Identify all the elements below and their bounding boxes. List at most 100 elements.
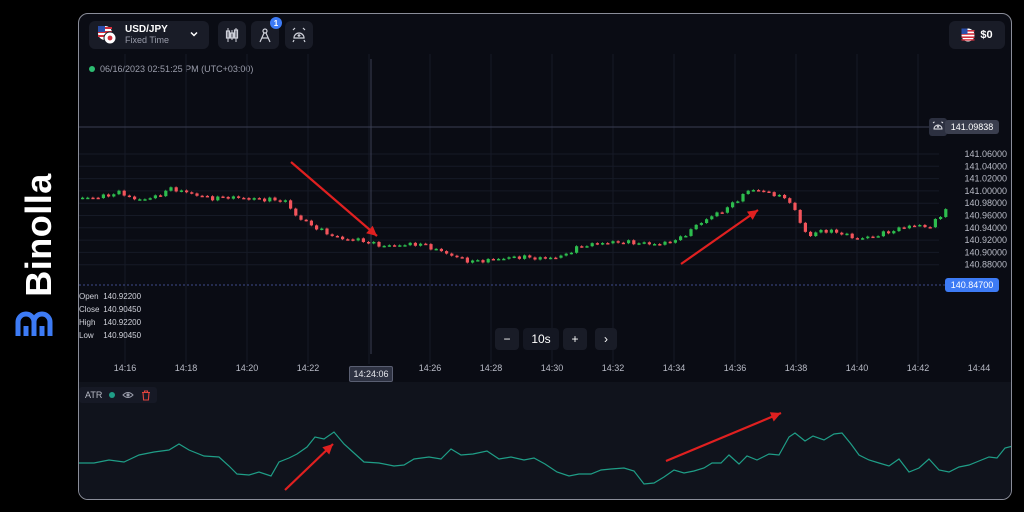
zoom-in-button[interactable]: + (563, 328, 587, 350)
atr-chart (79, 411, 1011, 491)
candle-body (809, 231, 813, 237)
candle-body (554, 257, 558, 260)
candle-body (933, 219, 937, 228)
trash-icon[interactable] (141, 389, 151, 401)
candle-body (923, 224, 927, 228)
ohlc-high: High 140.92200 (79, 318, 142, 327)
candle-body (127, 195, 131, 198)
time-tick-label: 14:26 (419, 363, 442, 373)
price-chart[interactable]: 141.06000 141.04000 141.02000 141.00000 140.… (79, 14, 1012, 500)
candle-body (153, 195, 157, 199)
candle-body (715, 212, 719, 217)
candle-body (315, 225, 319, 230)
price-tick-label: 140.92000 (964, 235, 1007, 245)
candle-body (533, 257, 537, 260)
candle-body (117, 190, 121, 195)
candle-body (699, 223, 703, 225)
asset-mode: Fixed Time (125, 35, 170, 45)
candle-body (528, 255, 532, 258)
candle-body (372, 241, 376, 244)
asset-selector[interactable]: USD/JPY Fixed Time (89, 21, 209, 49)
price-tick-label: 140.88000 (964, 260, 1007, 270)
candle-body (772, 192, 776, 197)
candle-body (382, 245, 386, 248)
timeframe-controls: − 10s + › (495, 328, 617, 350)
candle-body (731, 202, 735, 208)
candle-body (632, 240, 636, 245)
candle-body (413, 242, 417, 246)
atr-line (79, 431, 1011, 485)
asset-name: USD/JPY (125, 24, 168, 35)
candle-body (179, 190, 183, 192)
candle-body (133, 196, 137, 200)
candle-body (185, 190, 189, 193)
indicators-button[interactable]: 1 (251, 17, 282, 49)
candle-body (471, 260, 475, 263)
price-tick-label: 141.02000 (964, 174, 1007, 184)
alert-price-label: 141.09838 (945, 120, 999, 134)
candle-body (434, 248, 438, 251)
time-tick-label: 14:30 (541, 363, 564, 373)
candle-body (803, 222, 807, 232)
candle-body (590, 243, 594, 247)
chart-type-button[interactable] (218, 21, 246, 49)
candle-body (928, 227, 932, 229)
ohlc-low: Low 140.90450 (79, 331, 142, 340)
candle-body (694, 224, 698, 230)
candle-body (320, 228, 324, 231)
indicators-count-badge: 1 (270, 17, 282, 29)
add-alert-button[interactable] (929, 118, 947, 136)
candle-body (263, 198, 267, 202)
candle-body (476, 260, 480, 262)
candle-body (601, 243, 605, 245)
candle-body (751, 190, 755, 192)
candle-body (523, 255, 527, 259)
candle-body (720, 212, 724, 214)
candle-body (221, 196, 225, 199)
zoom-out-button[interactable]: − (495, 328, 519, 350)
candle-body (871, 236, 875, 239)
candle-body (881, 231, 885, 237)
candle-body (278, 200, 282, 202)
alerts-button[interactable] (285, 21, 313, 49)
candle-body (164, 190, 168, 197)
ohlc-open: Open 140.92200 (79, 292, 142, 301)
candle-body (892, 231, 896, 234)
atr-uptrend-arrow-left-head (322, 444, 333, 455)
balance-button[interactable]: $0 (949, 21, 1005, 49)
candle-body (876, 236, 880, 238)
candle-body (725, 207, 729, 213)
candle-body (663, 241, 667, 245)
candle-body (668, 241, 672, 244)
candle-body (356, 238, 360, 241)
candle-body (855, 238, 859, 240)
candle-body (913, 225, 917, 228)
candle-body (190, 192, 194, 194)
candle-body (257, 198, 261, 200)
candle-body (289, 200, 293, 209)
next-button[interactable]: › (595, 328, 617, 350)
candle-body (309, 220, 313, 226)
candle-body (611, 241, 615, 244)
candle-body (939, 216, 943, 220)
candle-body (491, 258, 495, 261)
time-tick-label: 14:28 (480, 363, 503, 373)
candle-body (543, 257, 547, 259)
balance-amount: $0 (980, 29, 993, 41)
candle-body (887, 231, 891, 234)
brand-logo-icon (15, 311, 53, 336)
candle-body (762, 190, 766, 193)
price-tick-label: 141.00000 (964, 186, 1007, 196)
candle-body (850, 233, 854, 239)
candle-body (569, 252, 573, 255)
price-tick-label: 141.04000 (964, 161, 1007, 171)
candle-body (840, 232, 844, 235)
candle-body (564, 253, 568, 256)
alarm-add-icon (932, 121, 944, 130)
candle-body (351, 239, 355, 241)
timeframe-value[interactable]: 10s (523, 328, 559, 350)
candle-body (705, 219, 709, 224)
candle-body (465, 257, 469, 263)
eye-icon[interactable] (122, 390, 135, 400)
candle-body (403, 245, 407, 247)
